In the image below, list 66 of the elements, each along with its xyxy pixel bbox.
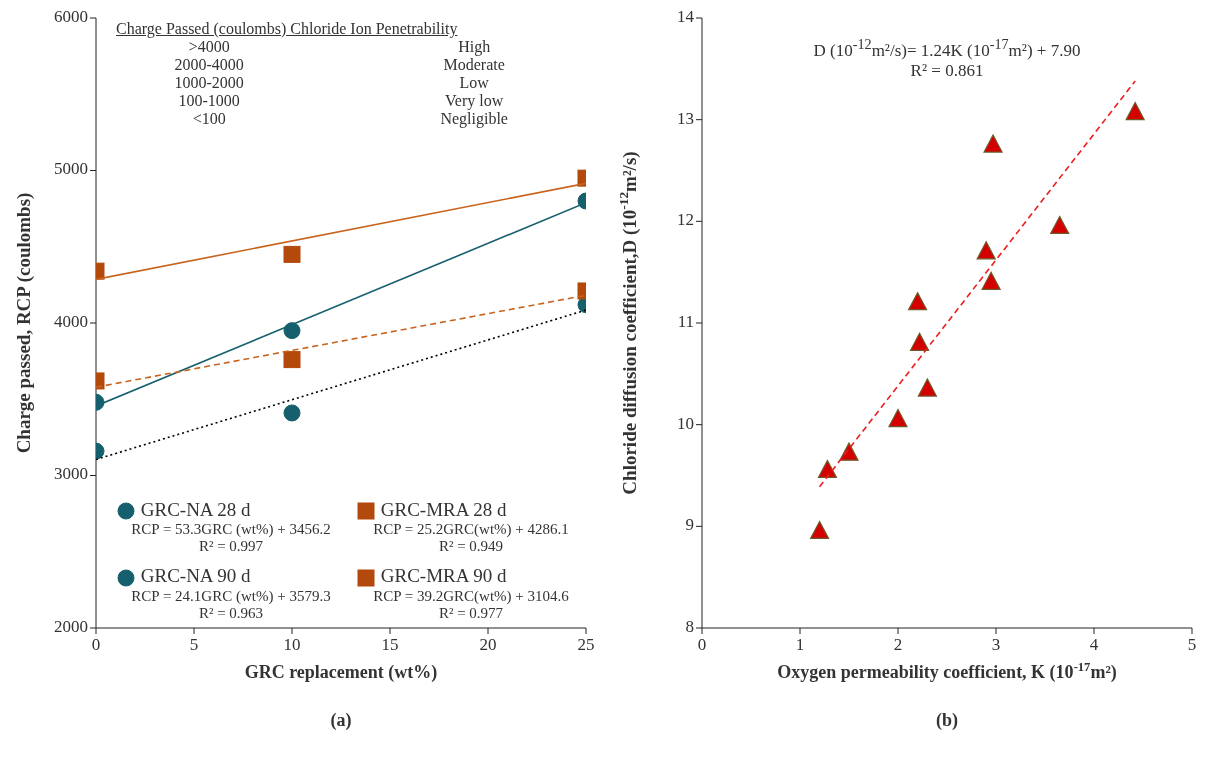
y-tick-label: 10	[677, 413, 694, 433]
legend-label: GRC-MRA 90 d	[380, 565, 507, 587]
annotation: 2000-4000	[173, 56, 245, 74]
annotation: R² = 0.949	[437, 538, 505, 556]
point	[976, 241, 996, 260]
annotation: RCP = 25.2GRC(wt%) + 4286.1	[372, 521, 570, 539]
legend-label: GRC-MRA 28 d	[380, 498, 507, 520]
point	[839, 442, 859, 461]
point	[1125, 101, 1145, 121]
annotation: Charge Passed (coulombs) Chloride Ion Penetrability	[116, 20, 459, 38]
y-tick-label: 11	[677, 311, 694, 331]
x-tick-label: 15	[381, 635, 399, 654]
annotation: R² = 0.861	[909, 60, 985, 81]
point	[888, 408, 908, 428]
annotation: RCP = 53.3GRC (wt%) + 3456.2	[130, 521, 332, 539]
point	[908, 292, 928, 311]
annotation: R² = 0.997	[197, 538, 265, 556]
y-tick-label: 9	[685, 515, 694, 535]
y-axis-title: Charge passed, RCP (coulombs)	[13, 192, 36, 454]
x-tick-label: 1	[795, 635, 805, 654]
annotation: Low	[458, 74, 490, 92]
annotation: <100	[191, 110, 227, 128]
x-tick-label: 10	[283, 635, 301, 654]
point	[917, 378, 937, 397]
annotation: Very low	[444, 92, 505, 110]
y-tick-label: 13	[677, 108, 694, 128]
point	[1050, 215, 1070, 235]
x-tick-label: 0	[91, 635, 101, 654]
point	[983, 134, 1003, 153]
annotation: 100-1000	[177, 92, 241, 110]
x-tick-label: 25	[577, 635, 595, 654]
text: (a)	[329, 710, 353, 731]
y-tick-label: 6000	[54, 6, 88, 26]
annotation: D (10$^{-12}$m²/s)= 1.24K (10$^{-17}$m²) + 7.90	[812, 36, 1082, 61]
annotation: R² = 0.963	[197, 605, 265, 622]
y-tick-label: 2000	[54, 616, 88, 636]
x-tick-label: 5	[189, 635, 199, 654]
annotation: RCP = 39.2GRC(wt%) + 3104.6	[372, 588, 570, 605]
annotation: >4000	[187, 38, 231, 56]
annotation: RCP = 24.1GRC (wt%) + 3579.3	[130, 588, 332, 605]
y-tick-label: 14	[677, 6, 695, 26]
x-axis-title: Oxygen permeability coefficient, K (10$^{-17}$m²)	[777, 660, 1117, 683]
y-tick-label: 8	[685, 616, 694, 636]
annotation: R² = 0.977	[437, 605, 505, 622]
point	[981, 271, 1001, 290]
x-tick-label: 0	[697, 635, 707, 654]
annotation: High	[457, 38, 492, 56]
annotation: 1000-2000	[173, 74, 245, 92]
y-tick-label: 5000	[54, 159, 88, 179]
point	[817, 459, 838, 479]
x-tick-label: 3	[991, 635, 1001, 654]
x-tick-label: 2	[893, 635, 903, 654]
x-tick-label: 20	[479, 635, 497, 654]
legend-label: GRC-NA 28 d	[140, 498, 251, 520]
text: (b)	[935, 710, 959, 731]
y-tick-label: 12	[677, 210, 694, 230]
point	[909, 332, 930, 351]
x-axis-title: GRC replacement (wt%)	[244, 662, 438, 683]
y-tick-label: 3000	[54, 464, 88, 484]
x-tick-label: 5	[1187, 635, 1197, 654]
y-tick-label: 4000	[54, 311, 88, 331]
x-tick-label: 4	[1089, 635, 1099, 654]
legend-label: GRC-NA 90 d	[140, 565, 251, 587]
point	[810, 520, 830, 540]
annotation: Negligible	[439, 110, 509, 128]
annotation: Moderate	[442, 56, 506, 74]
